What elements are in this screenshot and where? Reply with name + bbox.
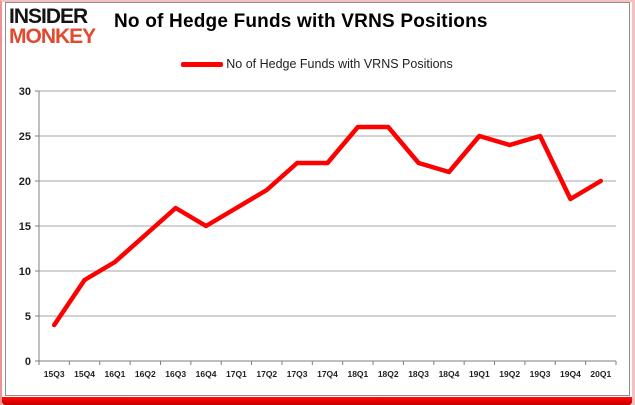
x-tick-label: 17Q2 xyxy=(256,369,277,379)
brand-bottom-bar xyxy=(2,397,632,405)
y-tick-label: 30 xyxy=(19,86,31,98)
x-tick-label: 18Q4 xyxy=(439,369,460,379)
x-tick-label: 17Q4 xyxy=(317,369,338,379)
y-tick-label: 20 xyxy=(19,176,31,188)
logo-text-insider: INSIDER xyxy=(9,5,88,28)
legend-label: No of Hedge Funds with VRNS Positions xyxy=(226,57,453,71)
y-tick-label: 15 xyxy=(19,221,31,233)
y-tick-label: 25 xyxy=(19,131,31,143)
x-tick-label: 16Q4 xyxy=(196,369,217,379)
insider-monkey-logo: INSIDER MONKEY xyxy=(9,5,96,48)
chart-title: No of Hedge Funds with VRNS Positions xyxy=(114,11,488,32)
x-axis-labels: 15Q3 15Q4 16Q1 16Q2 16Q3 16Q4 17Q1 17Q2 17Q3 17Q4… xyxy=(44,369,612,379)
y-tick-label: 5 xyxy=(25,311,31,323)
y-axis-labels: 0 5 10 15 20 25 30 xyxy=(19,86,31,368)
y-tick-label: 0 xyxy=(25,356,31,368)
x-tick-label: 18Q2 xyxy=(378,369,399,379)
x-tick-label: 19Q2 xyxy=(499,369,520,379)
x-tick-label: 15Q4 xyxy=(74,369,95,379)
legend-line-swatch xyxy=(181,61,224,67)
x-tick-label: 19Q4 xyxy=(560,369,581,379)
logo-text-monkey: MONKEY xyxy=(9,25,96,48)
axes xyxy=(35,90,617,365)
x-tick-label: 16Q1 xyxy=(105,369,126,379)
x-tick-label: 20Q1 xyxy=(590,369,611,379)
data-line-series xyxy=(51,124,604,328)
x-tick-label: 18Q3 xyxy=(408,369,429,379)
x-tick-label: 19Q3 xyxy=(530,369,551,379)
x-tick-label: 16Q3 xyxy=(165,369,186,379)
x-tick-label: 15Q3 xyxy=(44,369,65,379)
x-tick-label: 16Q2 xyxy=(135,369,156,379)
x-tick-label: 17Q3 xyxy=(287,369,308,379)
gridlines xyxy=(39,90,616,317)
y-tick-label: 10 xyxy=(19,266,31,278)
x-tick-label: 17Q1 xyxy=(226,369,247,379)
legend: No of Hedge Funds with VRNS Positions xyxy=(2,57,632,71)
x-tick-label: 18Q1 xyxy=(347,369,368,379)
x-tick-label: 19Q1 xyxy=(469,369,490,379)
